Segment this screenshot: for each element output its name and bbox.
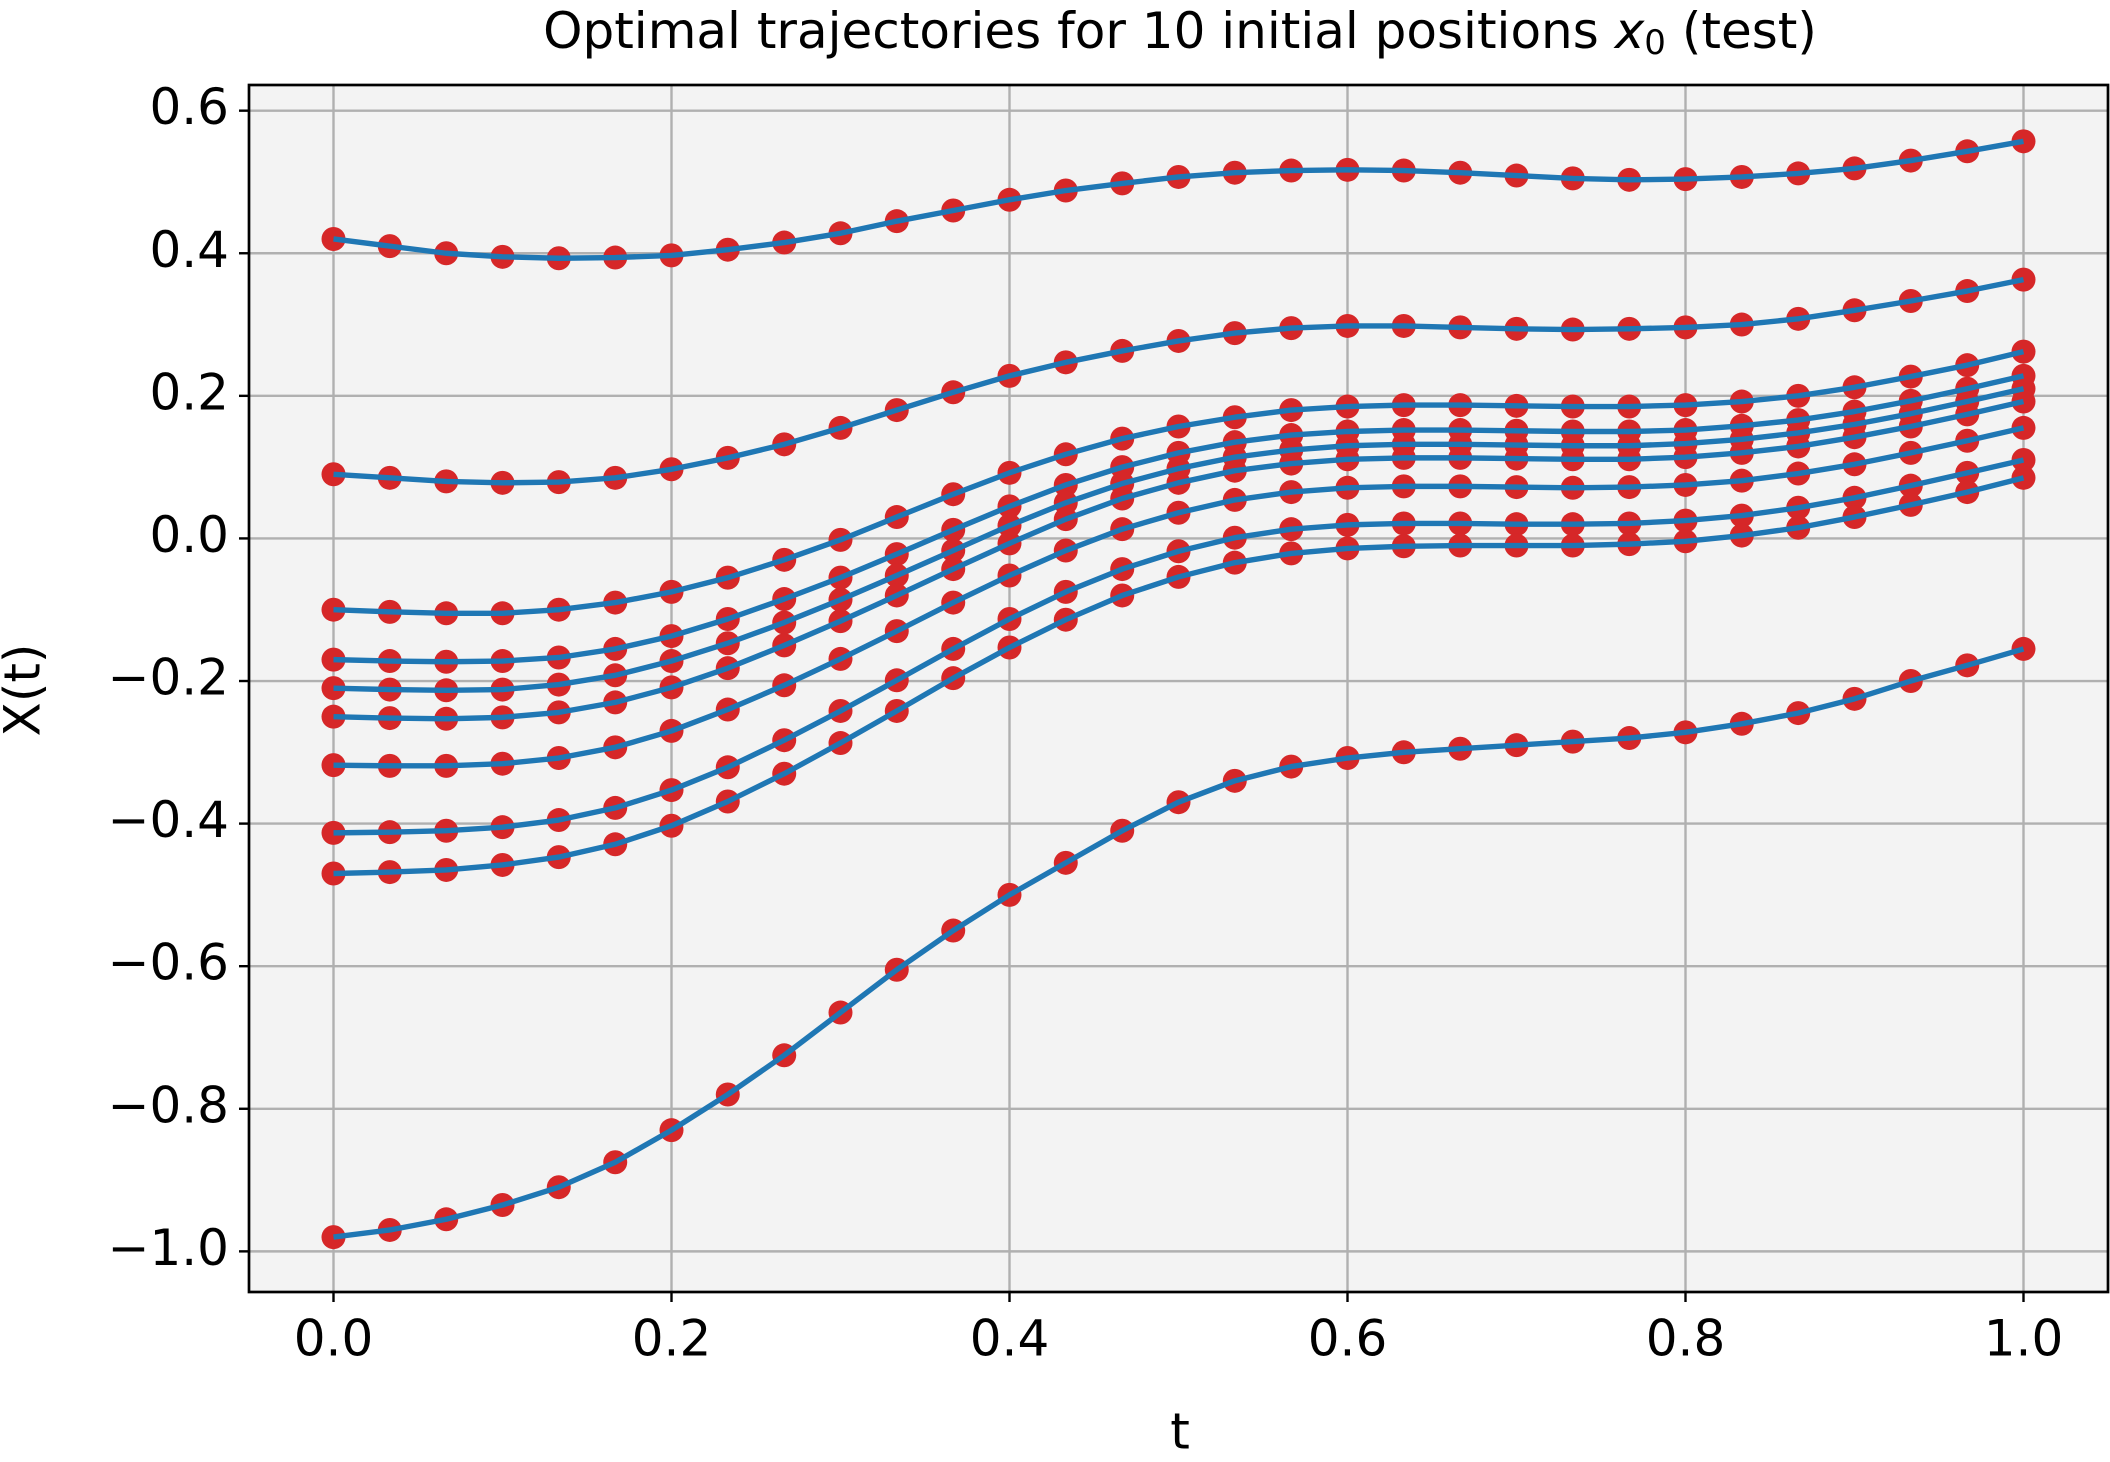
x-tick-label: 0.2 [632, 1310, 712, 1368]
trajectory-line [333, 457, 2025, 836]
marker [321, 1225, 346, 1250]
x-tick-label: 0.4 [970, 1310, 1050, 1368]
y-tick-label: −0.8 [108, 1076, 229, 1134]
y-axis-label: X(t) [0, 644, 52, 737]
trajectory-line [333, 349, 2025, 616]
trajectory-line [333, 386, 2025, 693]
y-tick-label: −0.2 [108, 649, 229, 707]
axes-frame [247, 83, 2110, 1294]
marker [2011, 339, 2036, 364]
y-tick-label: 0.6 [149, 78, 229, 136]
marker [2011, 465, 2036, 490]
x-axis-label: t [1170, 1403, 1190, 1461]
y-tick-label: 0.0 [149, 506, 229, 564]
y-tick-label: −0.4 [108, 791, 229, 849]
title-text: Optimal trajectories for 10 initial posi… [543, 2, 1599, 60]
y-tick-label: −1.0 [108, 1219, 229, 1277]
y-tick-label: 0.2 [149, 363, 229, 421]
title-text: (test) [1682, 2, 1817, 60]
x-tick-label: 0.8 [1646, 1310, 1726, 1368]
trajectory-line [333, 138, 2024, 261]
trajectory-line [333, 475, 2025, 877]
title-math: x [1613, 2, 1645, 60]
marker [321, 647, 346, 672]
chart-title: Optimal trajectories for 10 initial posi… [543, 2, 1817, 70]
trajectory-line [333, 425, 2025, 769]
marks [321, 129, 2036, 1250]
x-tick-label: 1.0 [1984, 1310, 2064, 1368]
trajectory-line [333, 276, 2025, 486]
x-tick-label: 0.0 [294, 1310, 374, 1368]
y-tick-label: 0.4 [149, 221, 229, 279]
trajectory-line [333, 398, 2025, 722]
trajectory-line [333, 373, 2025, 665]
title-subscript: 0 [1644, 23, 1666, 63]
trajectory-line [333, 646, 2025, 1240]
y-tick-label: −0.6 [108, 934, 229, 992]
x-tick-label: 0.6 [1308, 1310, 1388, 1368]
